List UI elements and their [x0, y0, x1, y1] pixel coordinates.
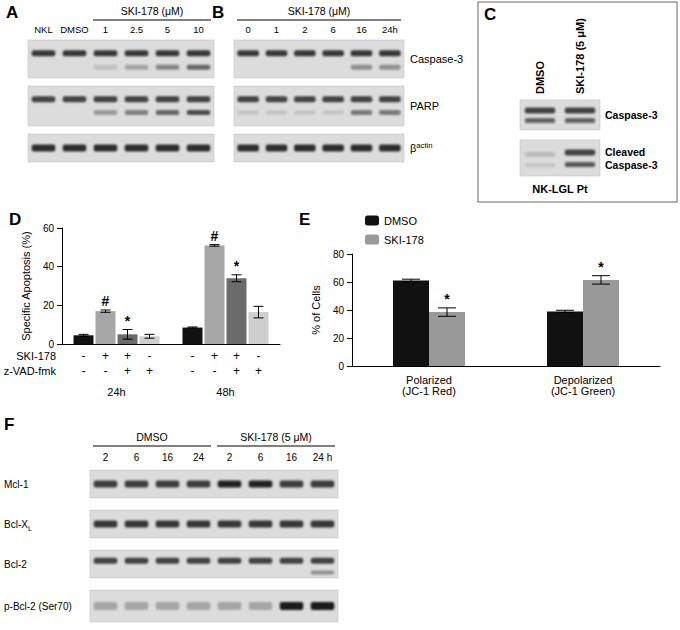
svg-text:5: 5	[165, 24, 170, 35]
svg-text:+: +	[124, 364, 131, 378]
svg-text:Caspase-3: Caspase-3	[410, 53, 463, 65]
svg-text:-: -	[257, 349, 261, 363]
svg-text:-: -	[104, 364, 108, 378]
svg-text:*: *	[444, 291, 450, 307]
svg-text:(JC-1 Green): (JC-1 Green)	[551, 385, 615, 397]
svg-text:2: 2	[302, 24, 307, 35]
svg-text:24: 24	[193, 452, 205, 463]
svg-text:A: A	[6, 3, 18, 22]
svg-text:Bcl-2: Bcl-2	[4, 559, 27, 570]
svg-text:Polarized: Polarized	[406, 373, 452, 386]
svg-text:20: 20	[333, 333, 345, 344]
svg-text:-: -	[191, 364, 195, 378]
svg-text:Specific Apoptosis (%): Specific Apoptosis (%)	[20, 231, 32, 340]
svg-text:SKI-178 (μM): SKI-178 (μM)	[288, 5, 351, 17]
svg-text:24h: 24h	[107, 386, 125, 398]
svg-text:24h: 24h	[382, 24, 398, 35]
svg-text:Cleaved: Cleaved	[605, 146, 645, 158]
svg-text:0: 0	[246, 24, 251, 35]
svg-text:B: B	[212, 3, 224, 22]
svg-text:DMSO: DMSO	[60, 24, 89, 35]
svg-text:C: C	[484, 5, 496, 24]
svg-text:2.5: 2.5	[130, 24, 143, 35]
svg-text:PARP: PARP	[410, 100, 439, 112]
svg-text:+: +	[124, 349, 131, 363]
svg-text:#: #	[102, 293, 110, 309]
svg-text:% of Cells: % of Cells	[310, 285, 322, 335]
svg-text:0: 0	[48, 339, 54, 350]
svg-text:E: E	[299, 210, 310, 229]
svg-text:(JC-1 Red): (JC-1 Red)	[402, 385, 456, 397]
svg-text:#: #	[211, 228, 219, 244]
svg-text:SKI-178: SKI-178	[16, 350, 56, 362]
svg-text:SKI-178 (5 μM): SKI-178 (5 μM)	[574, 18, 586, 94]
svg-text:Caspase-3: Caspase-3	[605, 109, 658, 121]
svg-text:*: *	[125, 313, 131, 329]
svg-text:Caspase-3: Caspase-3	[605, 159, 658, 171]
svg-text:DMSO: DMSO	[534, 61, 546, 94]
svg-text:-: -	[82, 349, 86, 363]
svg-text:D: D	[9, 210, 21, 229]
svg-text:+: +	[211, 349, 218, 363]
svg-text:40: 40	[333, 305, 345, 316]
svg-text:+: +	[102, 349, 109, 363]
svg-text:p-Bcl-2 (Ser70): p-Bcl-2 (Ser70)	[4, 601, 72, 612]
svg-text:z-VAD-fmk: z-VAD-fmk	[4, 365, 57, 377]
svg-text:+: +	[146, 364, 153, 378]
svg-text:*: *	[234, 258, 240, 274]
svg-text:60: 60	[43, 223, 55, 234]
svg-text:60: 60	[333, 277, 345, 288]
svg-text:SKI-178 (μM): SKI-178 (μM)	[121, 5, 184, 17]
svg-text:Bcl-XL: Bcl-XL	[4, 519, 32, 532]
svg-text:10: 10	[193, 24, 204, 35]
svg-text:6: 6	[331, 24, 336, 35]
svg-text:16: 16	[286, 452, 298, 463]
svg-text:NK-LGL Pt: NK-LGL Pt	[532, 183, 588, 195]
svg-text:+: +	[233, 364, 240, 378]
svg-text:80: 80	[333, 249, 345, 260]
svg-text:F: F	[4, 415, 14, 434]
svg-text:DMSO: DMSO	[136, 431, 168, 443]
svg-text:-: -	[148, 349, 152, 363]
svg-text:Mcl-1: Mcl-1	[4, 479, 29, 490]
svg-text:6: 6	[134, 452, 140, 463]
svg-text:6: 6	[258, 452, 264, 463]
svg-text:16: 16	[356, 24, 367, 35]
svg-text:SKI-178 (5 μM): SKI-178 (5 μM)	[240, 431, 311, 443]
svg-text:1: 1	[274, 24, 279, 35]
svg-text:*: *	[598, 259, 604, 275]
svg-text:20: 20	[43, 300, 55, 311]
svg-text:SKI-178: SKI-178	[384, 234, 424, 246]
svg-text:Depolarized: Depolarized	[553, 373, 613, 386]
svg-text:βactin: βactin	[410, 141, 433, 154]
svg-text:2: 2	[103, 452, 109, 463]
svg-text:0: 0	[338, 361, 344, 372]
svg-text:24 h: 24 h	[313, 452, 332, 463]
svg-text:+: +	[233, 349, 240, 363]
svg-text:-: -	[191, 349, 195, 363]
svg-text:1: 1	[103, 24, 108, 35]
svg-text:-: -	[213, 364, 217, 378]
svg-text:+: +	[255, 364, 262, 378]
svg-text:16: 16	[162, 452, 174, 463]
svg-text:NKL: NKL	[34, 24, 52, 35]
svg-text:-: -	[82, 364, 86, 378]
svg-text:DMSO: DMSO	[384, 215, 417, 227]
svg-text:48h: 48h	[216, 386, 234, 398]
svg-text:2: 2	[227, 452, 233, 463]
svg-text:40: 40	[43, 261, 55, 272]
